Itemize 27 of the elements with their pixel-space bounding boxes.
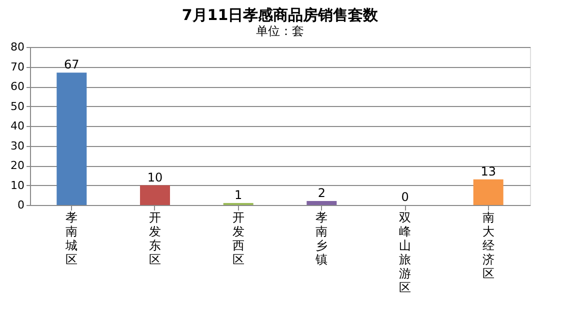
y-tick-label: 80 [10, 40, 24, 54]
y-tick-label: 60 [10, 80, 24, 93]
x-tick-label: 开发西区 [232, 210, 244, 266]
x-tick-label: 孝南乡镇 [314, 210, 328, 266]
data-label: 2 [318, 186, 326, 200]
chart-title: 7月11日孝感商品房销售套数 [182, 6, 380, 24]
text: 单位：套 [256, 24, 304, 38]
data-label: 0 [401, 190, 409, 204]
y-tick-label: 70 [10, 60, 24, 74]
y-tick-label: 20 [10, 159, 24, 172]
bar [306, 201, 337, 205]
bar [140, 185, 170, 205]
y-tick-label: 40 [10, 120, 24, 132]
x-tick-label: 开发东区 [149, 210, 161, 266]
data-label: 67 [64, 58, 80, 72]
x-tick-label: 南大经济区 [482, 210, 494, 280]
data-label: 1 [234, 188, 242, 202]
data-label: 10 [147, 170, 163, 184]
y-tick-label: 30 [10, 139, 24, 152]
y-tick-label: 0 [18, 198, 24, 212]
data-label: 13 [480, 164, 496, 178]
y-tick-label: 10 [10, 178, 24, 192]
x-tick-label: 双峰山旅游区 [399, 210, 411, 294]
bar [56, 72, 87, 205]
x-tick-label: 孝南城区 [64, 210, 78, 266]
bar [473, 179, 504, 205]
y-tick-label: 50 [10, 100, 24, 113]
